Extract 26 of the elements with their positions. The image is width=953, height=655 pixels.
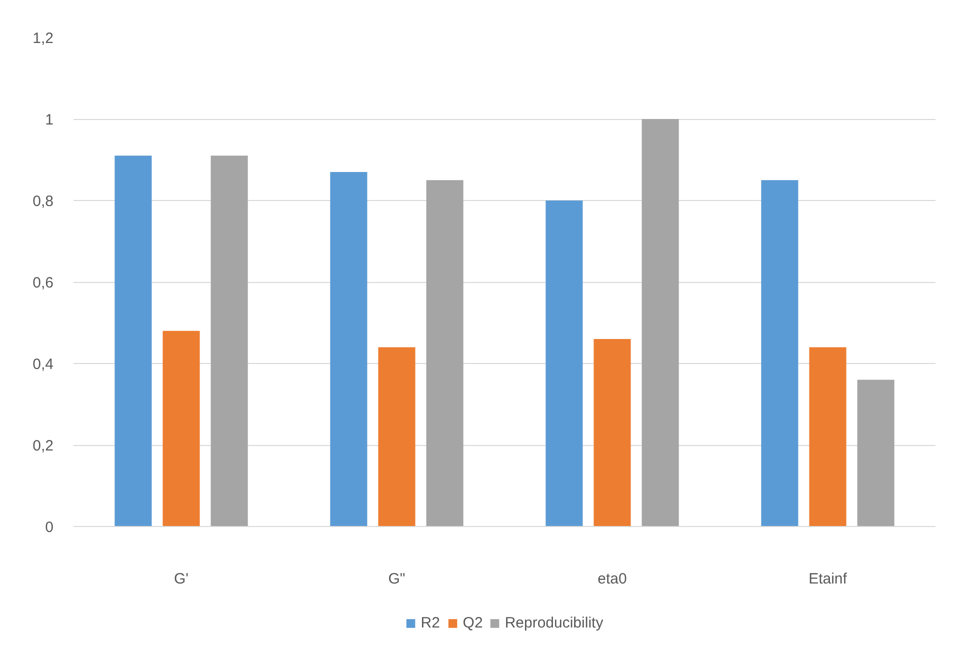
bar: [114, 156, 152, 526]
y-tick-label: 0,8: [32, 193, 54, 210]
bar: [426, 180, 464, 526]
bar: [330, 172, 368, 526]
legend-label: Reproducibility: [504, 614, 604, 631]
bar: [378, 347, 416, 526]
bar: [761, 180, 798, 526]
bar: [162, 330, 200, 526]
bar: [642, 119, 679, 526]
bar: [594, 339, 631, 526]
bar: [210, 156, 248, 526]
x-tick-label: Etainf: [808, 570, 848, 588]
y-tick-label: 0,2: [32, 438, 54, 454]
x-tick-label: eta0: [598, 570, 627, 588]
bar: [809, 347, 846, 526]
bar: [857, 380, 894, 526]
y-tick-label: 0,4: [32, 356, 54, 373]
legend-label: R2: [420, 614, 441, 631]
bar: [546, 200, 583, 526]
legend-label: Q2: [462, 614, 483, 631]
y-tick-label: 0: [45, 519, 54, 536]
y-tick-label: 0,6: [32, 274, 54, 292]
y-tick-label: 1,2: [32, 30, 54, 47]
x-tick-label: G": [388, 570, 406, 588]
y-tick-label: 1: [45, 112, 54, 128]
x-tick-label: G': [174, 570, 189, 588]
